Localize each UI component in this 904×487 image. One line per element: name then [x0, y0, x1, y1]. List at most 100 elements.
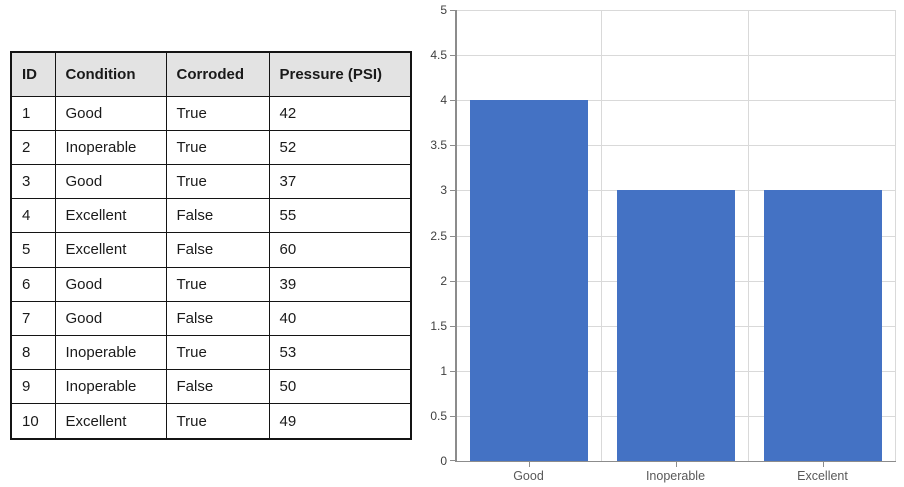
table-cell: 2: [10, 129, 56, 165]
table-cell: Good: [54, 163, 167, 200]
table-row: 5 Excellent False 60: [10, 232, 412, 268]
table-cell: False: [165, 232, 270, 268]
table-row: 4 Excellent False 55: [10, 198, 412, 234]
bar-excellent: [764, 190, 882, 461]
y-axis-tick-mark: [450, 100, 455, 101]
y-axis-tick-label: 1: [440, 364, 447, 378]
table-cell: Inoperable: [54, 334, 167, 371]
y-axis-line: [455, 10, 457, 462]
y-axis-tick-label: 0: [440, 454, 447, 468]
y-axis-tick-mark: [450, 326, 455, 327]
table-cell: 49: [268, 403, 412, 440]
table-cell: 39: [268, 266, 412, 302]
y-axis-tick-mark: [450, 416, 455, 417]
table-cell: 6: [10, 266, 56, 302]
y-axis-tick-mark: [450, 145, 455, 146]
y-axis-tick-mark: [450, 190, 455, 191]
table-cell: Excellent: [54, 232, 167, 268]
table-header-cell: Pressure (PSI): [268, 51, 412, 97]
table-cell: 42: [268, 95, 412, 131]
y-axis-tick-label: 5: [440, 3, 447, 17]
y-axis-tick-mark: [450, 55, 455, 56]
table-cell: 53: [268, 334, 412, 371]
table-cell: 52: [268, 129, 412, 165]
table-cell: Excellent: [54, 403, 167, 440]
pipes-data-table: ID Condition Corroded Pressure (PSI) 1 Good T…: [10, 51, 412, 440]
table-cell: False: [165, 198, 270, 234]
table-cell: 10: [10, 403, 56, 440]
y-axis-tick-mark: [450, 10, 455, 11]
x-axis-tick-mark: [529, 462, 530, 467]
x-category-label: Good: [513, 469, 544, 483]
table-cell: 1: [10, 95, 56, 131]
table-cell: 8: [10, 334, 56, 371]
horizontal-gridline: [455, 10, 896, 11]
y-axis-tick-mark: [450, 460, 455, 461]
table-row: 10 Excellent True 49: [10, 403, 412, 440]
table-cell: True: [165, 403, 270, 440]
table-cell: 37: [268, 163, 412, 200]
horizontal-gridline: [455, 145, 896, 146]
x-axis-tick-mark: [676, 462, 677, 467]
table-cell: 9: [10, 369, 56, 405]
table-cell: True: [165, 334, 270, 371]
table-row: 2 Inoperable True 52: [10, 129, 412, 165]
table-header-cell: Condition: [54, 51, 167, 97]
table-cell: True: [165, 129, 270, 165]
table-cell: 40: [268, 300, 412, 336]
bar-inoperable: [617, 190, 735, 461]
table-cell: Excellent: [54, 198, 167, 234]
y-axis-tick-label: 1.5: [430, 319, 447, 333]
y-axis-tick-label: 3.5: [430, 138, 447, 152]
y-axis-tick-mark: [450, 281, 455, 282]
x-category-label: Excellent: [797, 469, 848, 483]
table-row: 7 Good False 40: [10, 300, 412, 336]
y-axis-tick-mark: [450, 236, 455, 237]
vertical-gridline: [895, 10, 896, 461]
y-axis-tick-label: 2: [440, 274, 447, 288]
table-header-row: ID Condition Corroded Pressure (PSI): [10, 51, 412, 97]
table-row: 9 Inoperable False 50: [10, 369, 412, 405]
table-cell: 7: [10, 300, 56, 336]
table-row: 1 Good True 42: [10, 95, 412, 131]
horizontal-gridline: [455, 55, 896, 56]
vertical-gridline: [748, 10, 749, 461]
y-axis-tick-label: 4: [440, 93, 447, 107]
table-cell: 5: [10, 232, 56, 268]
x-axis-tick-mark: [823, 462, 824, 467]
table-cell: 3: [10, 163, 56, 200]
x-category-label: Inoperable: [645, 469, 706, 483]
table-row: 6 Good True 39: [10, 266, 412, 302]
table-cell: False: [165, 300, 270, 336]
table-header-cell: Corroded: [165, 51, 270, 97]
table-cell: 4: [10, 198, 56, 234]
y-axis-tick-mark: [450, 371, 455, 372]
table-row: 3 Good True 37: [10, 163, 412, 200]
table-cell: 55: [268, 198, 412, 234]
table-cell: False: [165, 369, 270, 405]
table-cell: Good: [54, 266, 167, 302]
table-body: 1 Good True 42 2 Inoperable True 52 3 Good True 37 4…: [10, 95, 412, 440]
y-axis-tick-label: 2.5: [430, 229, 447, 243]
table-row: 8 Inoperable True 53: [10, 334, 412, 371]
vertical-gridline: [601, 10, 602, 461]
table-cell: True: [165, 266, 270, 302]
horizontal-gridline: [455, 100, 896, 101]
y-axis-tick-label: 0.5: [430, 409, 447, 423]
table-cell: 50: [268, 369, 412, 405]
table-cell: True: [165, 95, 270, 131]
x-axis-line: [455, 460, 896, 462]
table-cell: Good: [54, 95, 167, 131]
chart-plot-area: 5 4.5 4 3.5 3 2.5 2 1.5 1 0.5 0 Good Inoperable Excel…: [430, 3, 896, 483]
table-header-cell: ID: [10, 51, 56, 97]
y-axis-tick-label: 3: [440, 183, 447, 197]
y-axis-tick-label: 4.5: [430, 48, 447, 62]
table-cell: Inoperable: [54, 369, 167, 405]
table-cell: True: [165, 163, 270, 200]
table-cell: Inoperable: [54, 129, 167, 165]
bar-good: [470, 100, 588, 461]
table-cell: 60: [268, 232, 412, 268]
table-cell: Good: [54, 300, 167, 336]
condition-bar-chart: 5 4.5 4 3.5 3 2.5 2 1.5 1 0.5 0 Good Inoperable Excel…: [430, 3, 896, 483]
